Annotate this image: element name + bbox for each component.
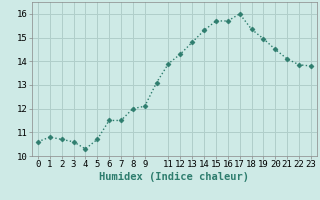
X-axis label: Humidex (Indice chaleur): Humidex (Indice chaleur)	[100, 172, 249, 182]
